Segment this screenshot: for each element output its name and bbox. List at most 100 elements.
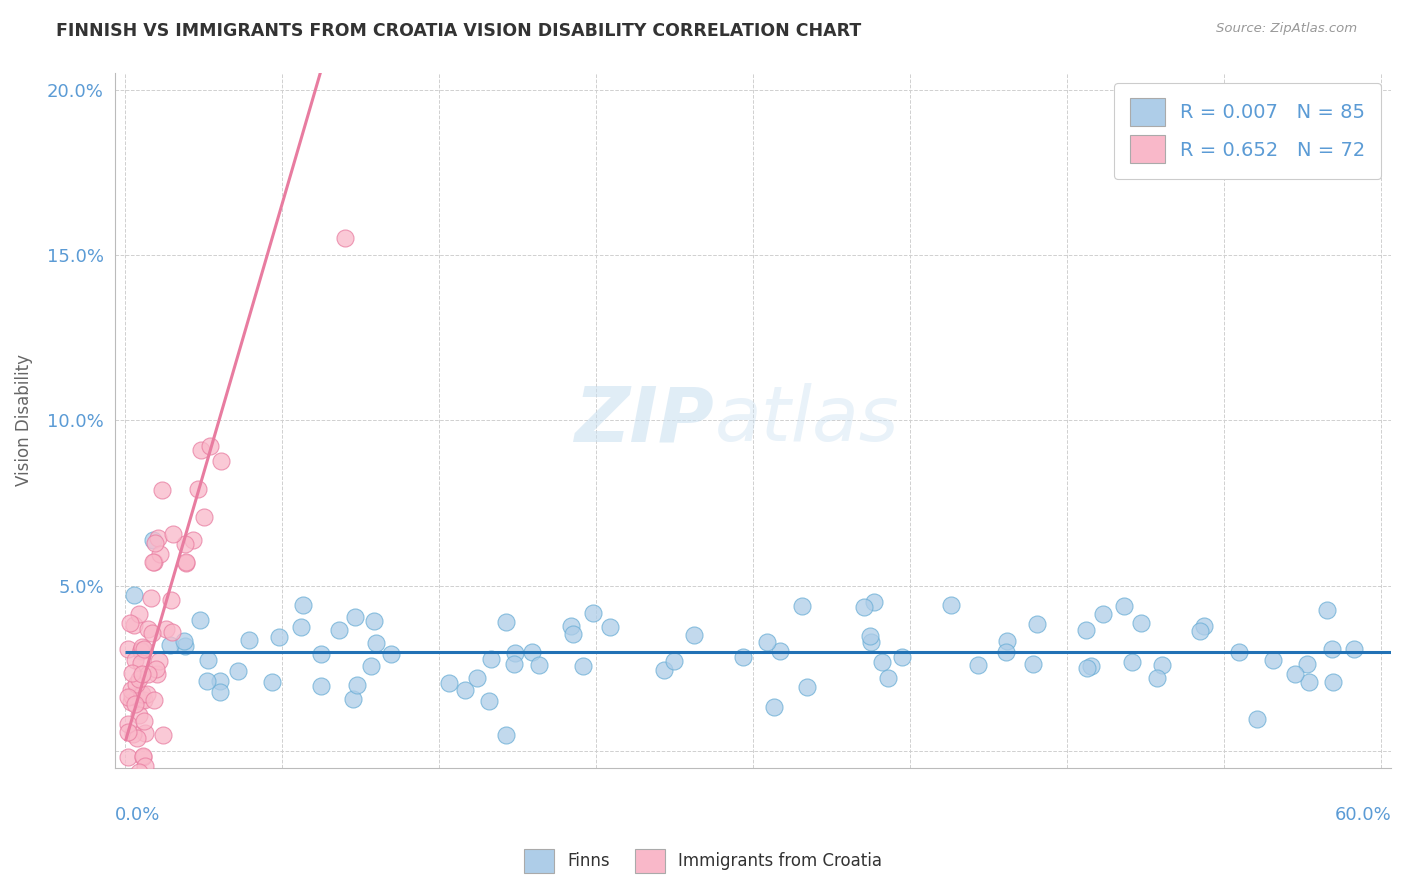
Point	[599, 619, 621, 633]
Point	[131, 666, 153, 681]
Point	[174, 537, 197, 551]
Point	[995, 633, 1018, 648]
Point	[939, 599, 962, 613]
Point	[582, 606, 605, 620]
Point	[311, 679, 333, 693]
Point	[454, 682, 477, 697]
Point	[503, 657, 526, 671]
Point	[872, 655, 894, 669]
Point	[129, 642, 152, 657]
Point	[149, 547, 172, 561]
Text: 60.0%: 60.0%	[1334, 805, 1391, 824]
Point	[197, 653, 219, 667]
Text: FINNISH VS IMMIGRANTS FROM CROATIA VISION DISABILITY CORRELATION CHART: FINNISH VS IMMIGRANTS FROM CROATIA VISIO…	[56, 22, 862, 40]
Point	[150, 483, 173, 498]
Point	[132, 641, 155, 656]
Text: atlas: atlas	[714, 384, 900, 458]
Point	[966, 658, 988, 673]
Point	[127, 731, 149, 745]
Point	[1146, 671, 1168, 685]
Point	[1229, 645, 1251, 659]
Point	[187, 483, 209, 497]
Point	[1316, 603, 1339, 617]
Point	[132, 749, 155, 764]
Point	[1192, 618, 1215, 632]
Point	[311, 648, 333, 662]
Point	[134, 759, 156, 773]
Point	[1298, 674, 1320, 689]
Point	[571, 659, 593, 673]
Point	[143, 693, 166, 707]
Point	[1074, 624, 1097, 638]
Point	[134, 726, 156, 740]
Point	[380, 647, 402, 661]
Point	[193, 510, 215, 524]
Point	[208, 685, 231, 699]
Text: 0.0%: 0.0%	[115, 805, 160, 824]
Point	[495, 728, 517, 742]
Point	[465, 672, 488, 686]
Point	[1246, 712, 1268, 726]
Point	[1295, 657, 1317, 671]
Point	[1114, 599, 1136, 613]
Point	[503, 646, 526, 660]
Point	[363, 615, 385, 629]
Point	[128, 707, 150, 722]
Point	[117, 716, 139, 731]
Point	[117, 833, 139, 847]
Point	[652, 663, 675, 677]
Point	[142, 533, 165, 548]
Point	[364, 636, 387, 650]
Point	[124, 589, 146, 603]
Point	[129, 771, 152, 785]
Point	[1076, 661, 1098, 675]
Point	[132, 714, 155, 728]
Point	[160, 624, 183, 639]
Point	[238, 633, 260, 648]
Point	[560, 619, 582, 633]
Point	[333, 231, 356, 245]
Point	[141, 625, 163, 640]
Point	[135, 687, 157, 701]
Point	[139, 591, 162, 606]
Point	[162, 527, 184, 541]
Point	[129, 644, 152, 658]
Point	[174, 556, 197, 570]
Point	[129, 694, 152, 708]
Point	[143, 535, 166, 549]
Point	[124, 652, 146, 666]
Point	[1092, 607, 1115, 621]
Point	[117, 725, 139, 739]
Point	[876, 671, 898, 685]
Point	[1129, 615, 1152, 630]
Point	[148, 654, 170, 668]
Point	[117, 690, 139, 704]
Point	[790, 599, 813, 614]
Point	[122, 617, 145, 632]
Point	[143, 555, 166, 569]
Point	[863, 595, 886, 609]
Text: ZIP: ZIP	[575, 384, 714, 458]
Point	[994, 645, 1017, 659]
Point	[173, 633, 195, 648]
Point	[159, 638, 181, 652]
Point	[125, 816, 148, 830]
Point	[1343, 642, 1365, 657]
Point	[562, 627, 585, 641]
Point	[1322, 675, 1344, 690]
Point	[136, 667, 159, 681]
Point	[342, 691, 364, 706]
Point	[762, 700, 785, 714]
Point	[129, 657, 152, 671]
Point	[346, 678, 368, 692]
Point	[260, 675, 283, 690]
Point	[290, 620, 312, 634]
Point	[132, 693, 155, 707]
Point	[1121, 655, 1143, 669]
Point	[859, 629, 882, 643]
Point	[138, 623, 160, 637]
Point	[146, 667, 169, 681]
Point	[131, 687, 153, 701]
Point	[122, 770, 145, 784]
Point	[1322, 641, 1344, 656]
